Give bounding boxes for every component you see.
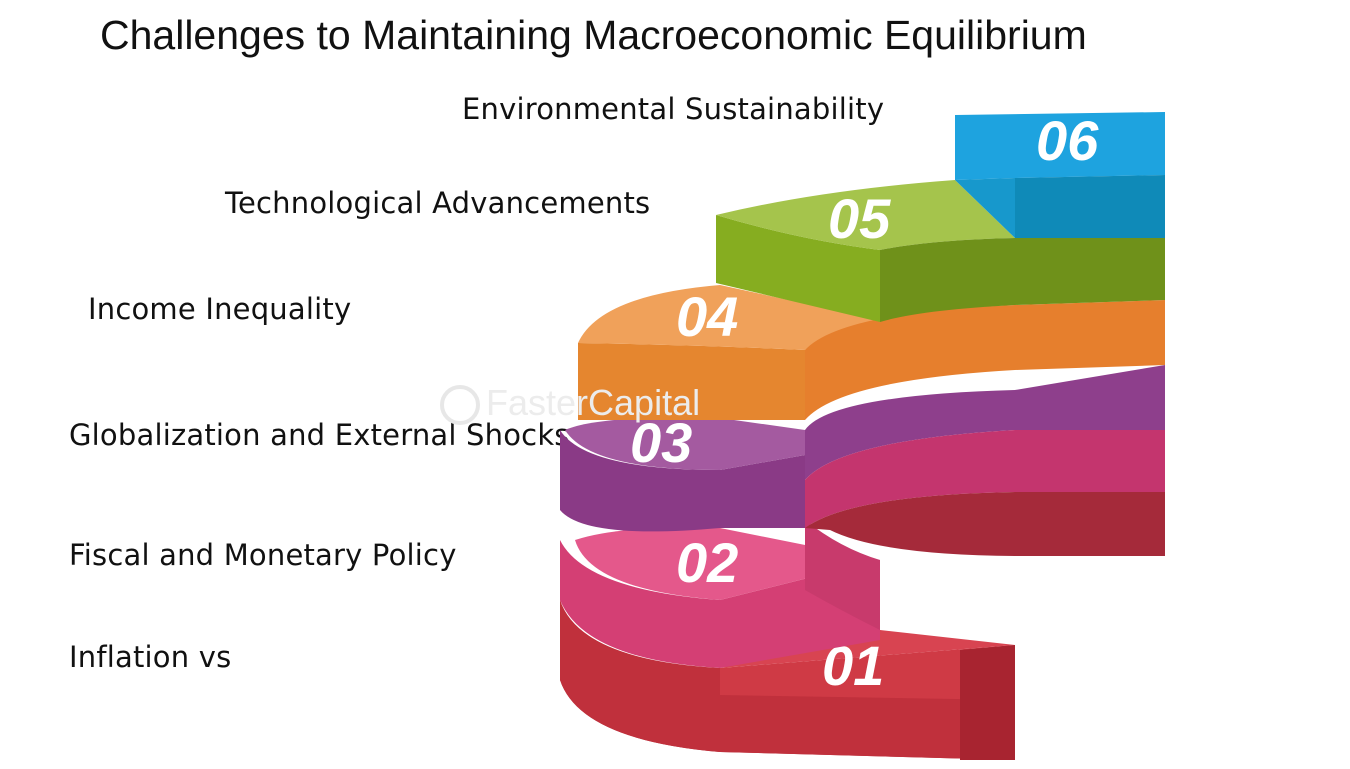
- watermark: FasterCapital: [440, 382, 701, 426]
- step-04-number: 04: [676, 285, 738, 348]
- label-step-04: Income Inequality: [88, 292, 352, 326]
- step-03-number: 03: [630, 411, 692, 474]
- step-04: 04: [578, 285, 1165, 420]
- label-step-01: Inflation vs: [69, 640, 232, 674]
- step-01: 01: [560, 600, 1015, 760]
- step-02: 02: [560, 520, 880, 668]
- step-06: 06: [955, 109, 1165, 238]
- label-step-02: Fiscal and Monetary Policy: [69, 538, 457, 572]
- step-03: 03: [560, 365, 1165, 556]
- label-step-06: Environmental Sustainability: [462, 92, 885, 126]
- step-05-number: 05: [828, 187, 891, 250]
- label-step-03: Globalization and External Shocks: [69, 418, 570, 452]
- step-02-number: 02: [676, 531, 738, 594]
- step-06-number: 06: [1036, 109, 1099, 172]
- watermark-text: FasterCapital: [486, 382, 701, 423]
- step-05: 05: [716, 180, 1165, 322]
- diagram-title: Challenges to Maintaining Macroeconomic …: [100, 12, 1087, 58]
- gear-logo-icon: [440, 385, 480, 426]
- label-step-05: Technological Advancements: [225, 186, 651, 220]
